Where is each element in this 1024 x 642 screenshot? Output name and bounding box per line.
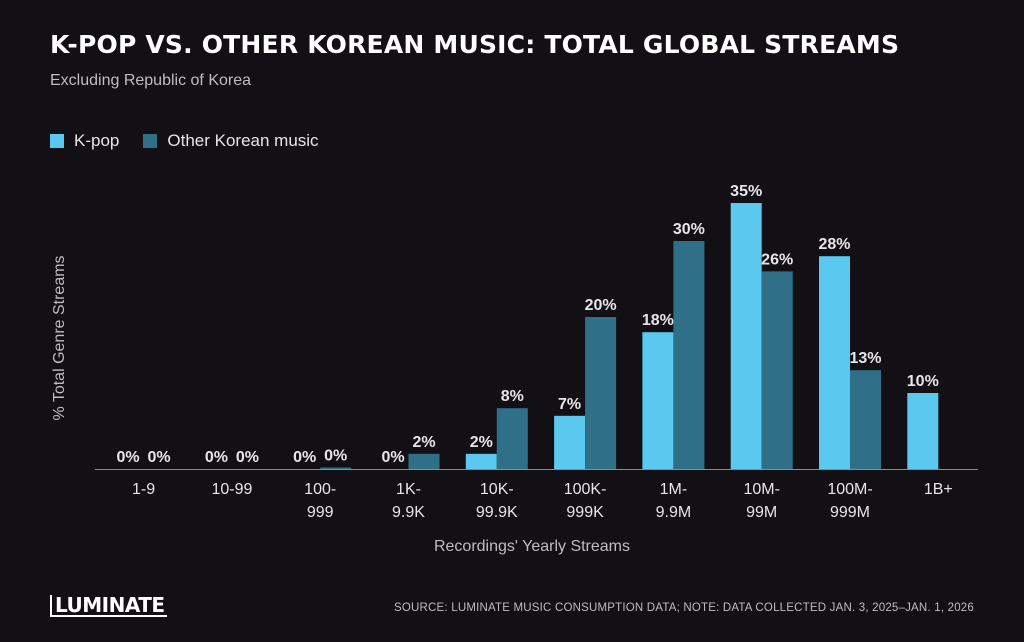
data-label-other-5: 20% (585, 297, 617, 314)
x-axis-label: Recordings' Yearly Streams (434, 538, 630, 555)
chart-legend: K-pop Other Korean music (50, 131, 343, 151)
data-label-other-4: 8% (501, 388, 524, 405)
bar-kpop-5 (554, 415, 586, 469)
bar-other-5 (585, 317, 617, 469)
data-label-other-2: 0% (324, 448, 347, 465)
data-label-kpop-0: 0% (117, 449, 140, 466)
bar-other-3 (408, 453, 440, 469)
data-label-other-7: 26% (761, 251, 793, 268)
data-label-other-8: 13% (849, 350, 881, 367)
bar-other-2 (320, 467, 352, 469)
data-label-other-1: 0% (236, 449, 259, 466)
data-label-kpop-1: 0% (205, 449, 228, 466)
x-tick-label-3-1: 9.9K (392, 504, 425, 521)
bar-kpop-7 (730, 203, 762, 469)
x-tick-label-4-1: 99.9K (476, 504, 518, 521)
legend-swatch-other-korean-music (143, 134, 158, 148)
legend-swatch-kpop (50, 134, 64, 148)
data-label-kpop-7: 35% (730, 183, 762, 200)
x-tick-label-3-0: 1K- (396, 481, 421, 498)
x-tick-label-8-0: 100M- (827, 481, 872, 498)
data-label-kpop-4: 2% (470, 434, 493, 451)
bar-other-4 (496, 408, 528, 469)
chart-subtitle: Excluding Republic of Korea (50, 72, 252, 89)
luminate-logo: LUMINATE (50, 595, 167, 617)
data-label-kpop-8: 28% (818, 236, 850, 253)
x-tick-label-7-1: 99M (746, 504, 777, 521)
x-tick-label-7-0: 10M- (743, 481, 779, 498)
data-label-kpop-6: 18% (642, 312, 674, 329)
data-label-kpop-2: 0% (293, 449, 316, 466)
source-note: SOURCE: LUMINATE MUSIC CONSUMPTION DATA;… (394, 602, 974, 614)
legend-label-other-korean-music: Other Korean music (167, 131, 319, 150)
data-label-other-3: 2% (412, 434, 435, 451)
legend-label-kpop: K-pop (74, 131, 120, 150)
x-tick-label-4-0: 10K- (480, 481, 514, 498)
bar-other-6 (673, 241, 705, 469)
data-label-other-0: 0% (148, 449, 171, 466)
x-tick-label-9-0: 1B+ (924, 481, 953, 498)
y-axis-label: % Total Genre Streams (51, 255, 68, 420)
data-label-kpop-3: 0% (381, 449, 404, 466)
x-tick-label-0-0: 1-9 (132, 481, 155, 498)
bar-kpop-9 (907, 393, 939, 469)
bar-other-8 (850, 370, 881, 469)
x-tick-label-2-0: 100- (304, 481, 336, 498)
x-tick-label-5-0: 100K- (564, 481, 607, 498)
data-label-kpop-9: 10% (907, 373, 939, 390)
bar-kpop-8 (819, 256, 850, 469)
x-tick-label-2-1: 999 (307, 504, 334, 521)
chart-title: K-POP VS. OTHER KOREAN MUSIC: TOTAL GLOB… (50, 30, 900, 59)
data-label-kpop-5: 7% (558, 396, 581, 413)
data-label-other-6: 30% (673, 221, 705, 238)
bar-kpop-6 (642, 332, 674, 469)
legend-item-other-korean-music: Other Korean music (143, 131, 319, 151)
x-tick-label-6-0: 1M- (660, 481, 688, 498)
bar-other-7 (761, 271, 793, 469)
bar-kpop-4 (465, 453, 497, 469)
x-tick-label-6-1: 9.9M (656, 504, 692, 521)
x-tick-label-8-1: 999M (830, 504, 870, 521)
x-tick-label-5-1: 999K (566, 504, 604, 521)
legend-item-kpop: K-pop (50, 131, 119, 151)
x-tick-label-1-0: 10-99 (211, 481, 252, 498)
